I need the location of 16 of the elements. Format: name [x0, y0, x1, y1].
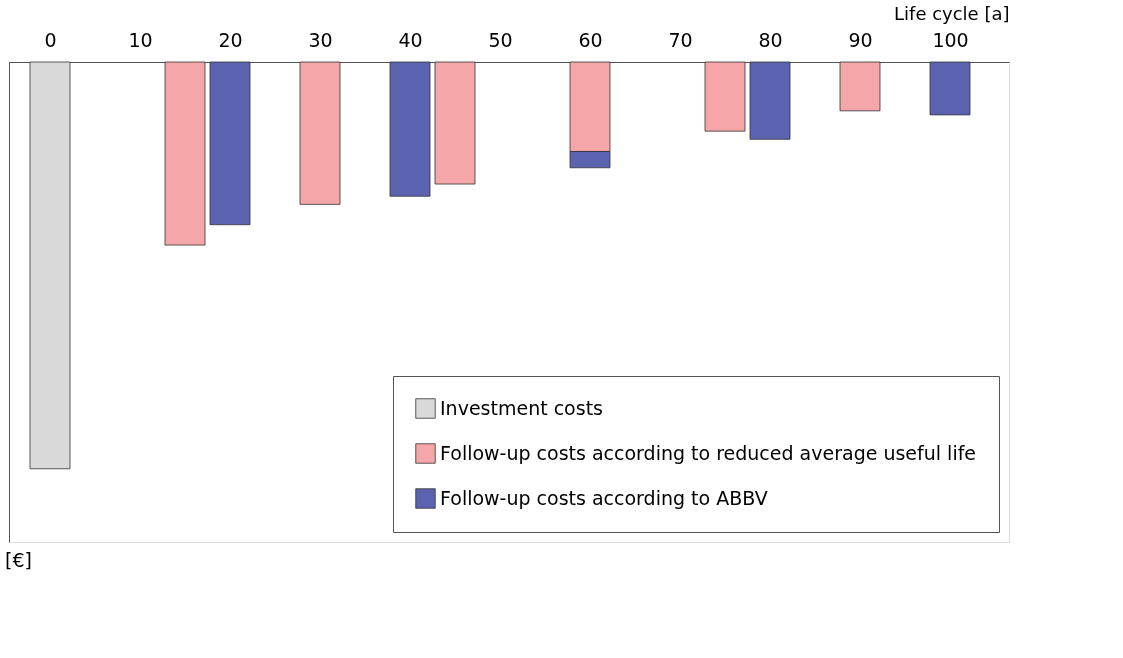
- x-tick-label: 80: [758, 28, 783, 51]
- x-tick-label: 30: [308, 28, 333, 51]
- x-tick-label: 40: [398, 28, 423, 51]
- x-tick-label: 50: [488, 28, 513, 51]
- x-axis-title: Life cycle [a]: [894, 2, 1010, 24]
- x-tick-label: 0: [44, 28, 57, 51]
- x-tick-label: 60: [578, 28, 603, 51]
- legend-label: Follow-up costs according to reduced average useful life: [440, 441, 977, 464]
- x-tick-label: 90: [848, 28, 873, 51]
- x-tick-label: 100: [932, 28, 969, 51]
- text: [€]: [5, 549, 32, 571]
- x-tick-label: 20: [218, 28, 243, 51]
- x-tick-label: 70: [668, 28, 693, 51]
- legend-label: Investment costs: [440, 396, 603, 419]
- legend-label: Follow-up costs according to ABBV: [440, 486, 768, 509]
- x-tick-label: 10: [128, 28, 153, 51]
